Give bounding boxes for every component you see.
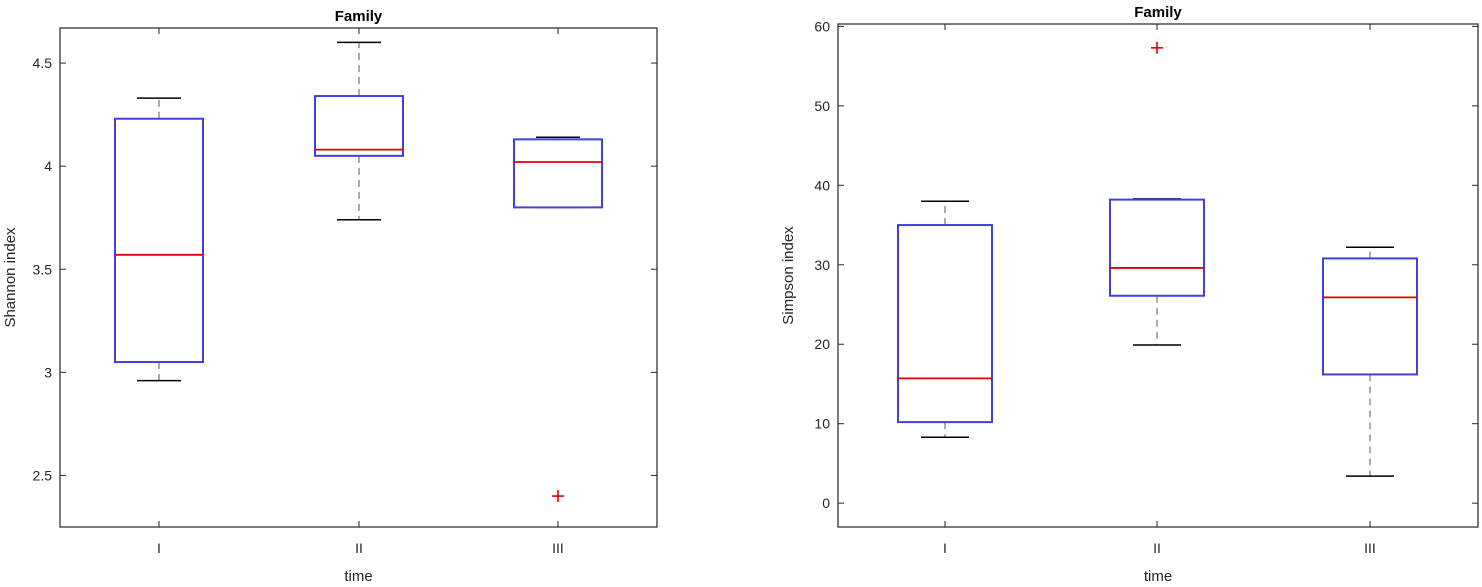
y-tick-label: 3 — [44, 364, 52, 380]
chart-title: Family — [335, 8, 383, 25]
y-tick-label: 2.5 — [33, 467, 53, 483]
y-tick-label: 20 — [814, 336, 830, 352]
y-tick-label: 0 — [822, 495, 830, 511]
box-I — [114, 97, 204, 382]
chart-title: Family — [1134, 4, 1182, 21]
x-tick-label: III — [1364, 540, 1376, 556]
y-tick-label: 4 — [44, 158, 52, 174]
box-III — [1322, 246, 1418, 477]
x-axis-label: time — [344, 568, 372, 585]
x-axis-label: time — [1144, 568, 1172, 585]
y-axis-label: Simpson index — [780, 226, 797, 325]
iqr-box — [1322, 257, 1418, 376]
box-II — [1109, 41, 1205, 346]
y-tick-label: 60 — [814, 18, 830, 34]
iqr-box — [314, 95, 404, 157]
y-axis-label: Shannon index — [2, 227, 19, 328]
y-tick-label: 10 — [814, 416, 830, 432]
y-tick-label: 30 — [814, 257, 830, 273]
iqr-box — [114, 117, 204, 364]
iqr-box — [1109, 198, 1205, 297]
x-tick-label: II — [355, 540, 363, 556]
y-tick-label: 40 — [814, 177, 830, 193]
x-tick-label: II — [1153, 540, 1161, 556]
y-tick-label: 50 — [814, 98, 830, 114]
x-tick-label: III — [552, 540, 564, 556]
iqr-box — [513, 138, 603, 209]
box-II — [314, 41, 404, 221]
plot-frame — [837, 23, 1479, 528]
x-tick-label: I — [157, 540, 161, 556]
outlier-marker — [1151, 41, 1163, 54]
x-tick-label: I — [943, 540, 947, 556]
box-III — [513, 136, 603, 503]
y-tick-label: 3.5 — [33, 261, 53, 277]
y-tick-label: 4.5 — [33, 55, 53, 71]
plot-frame — [59, 27, 658, 528]
iqr-box — [897, 224, 993, 424]
outlier-marker — [552, 490, 564, 503]
box-I — [897, 200, 993, 438]
